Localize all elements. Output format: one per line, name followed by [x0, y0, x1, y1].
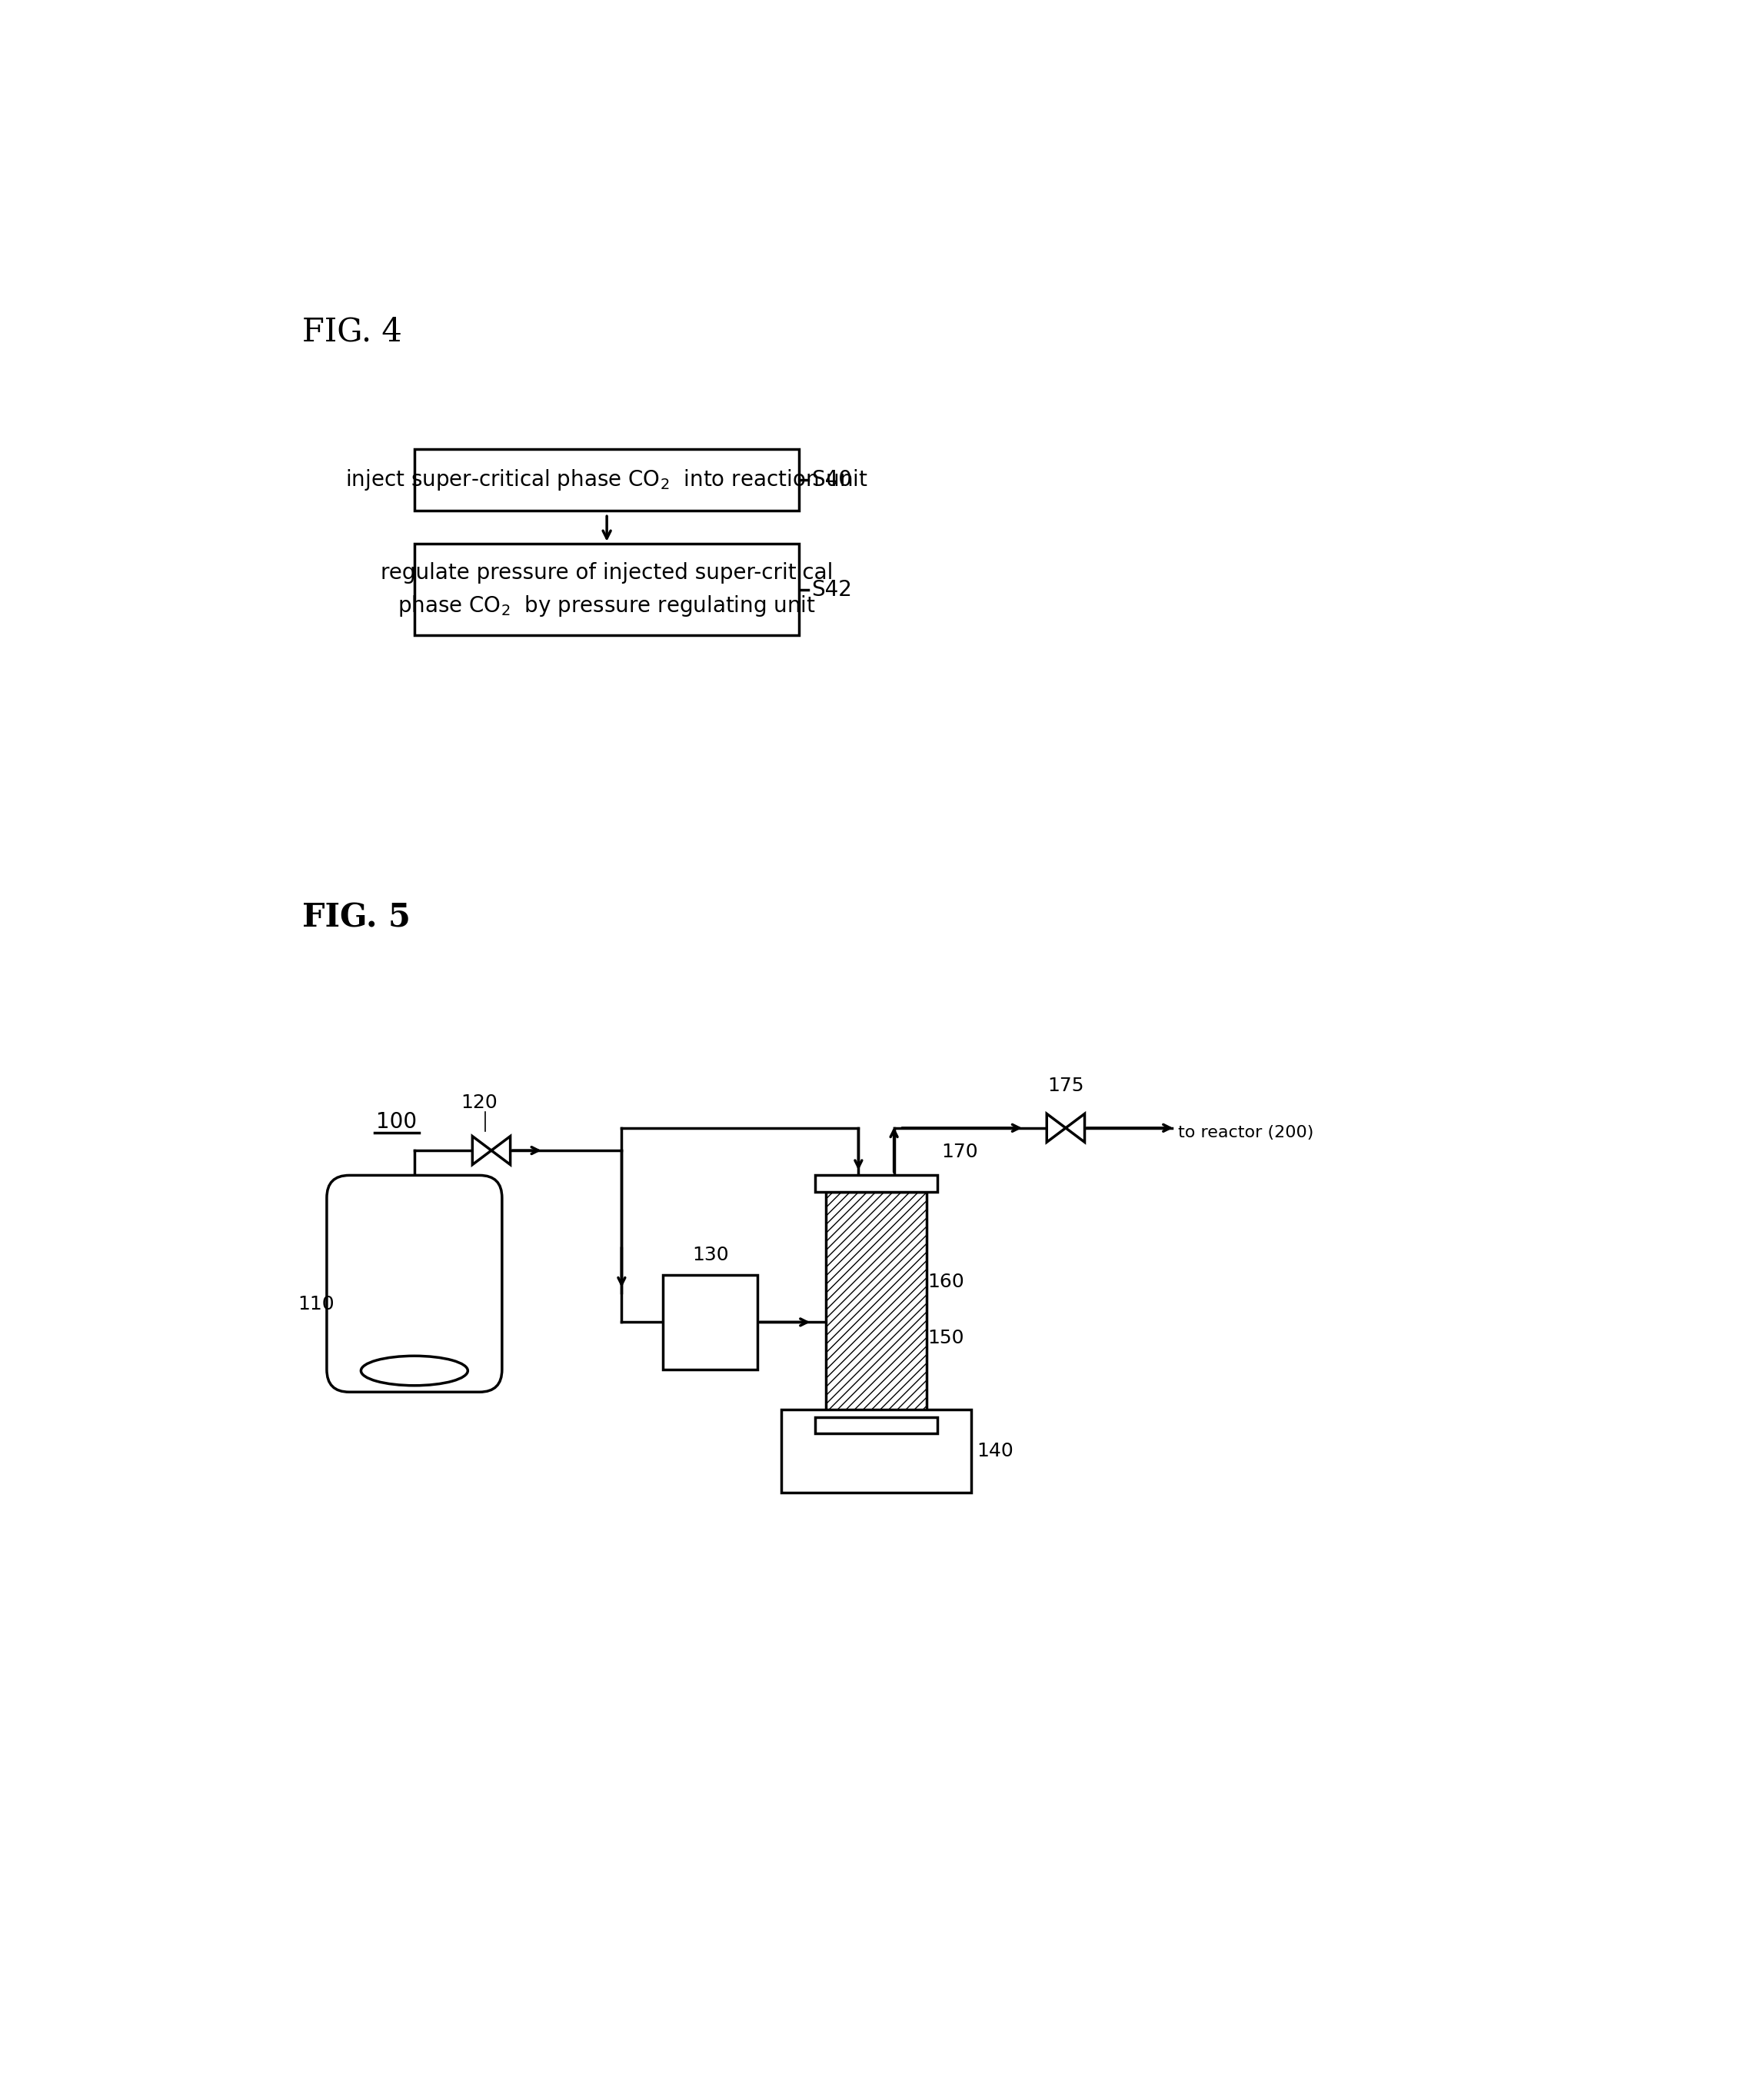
Text: FIG. 5: FIG. 5 [302, 902, 411, 935]
Polygon shape [1046, 1114, 1065, 1142]
Text: FIG. 4: FIG. 4 [302, 315, 402, 349]
Text: S40: S40 [811, 470, 852, 490]
Bar [781, 1411, 970, 1492]
Bar [815, 1175, 937, 1192]
Text: 175: 175 [1048, 1077, 1083, 1096]
Text: 160: 160 [928, 1273, 965, 1292]
Text: 120: 120 [460, 1094, 497, 1112]
Text: 140: 140 [977, 1442, 1014, 1461]
Text: 130: 130 [691, 1246, 729, 1265]
Text: 150: 150 [928, 1329, 965, 1348]
Text: inject super-critical phase CO$_2$  into reaction unit: inject super-critical phase CO$_2$ into … [346, 467, 868, 493]
Text: to reactor (200): to reactor (200) [1178, 1125, 1314, 1140]
Bar [815, 1417, 937, 1434]
Text: 145: 145 [928, 1415, 965, 1434]
Text: 110: 110 [298, 1296, 335, 1313]
Text: 100: 100 [376, 1110, 416, 1133]
Bar [826, 1192, 926, 1417]
FancyBboxPatch shape [326, 1175, 503, 1392]
Bar [663, 1275, 759, 1369]
FancyBboxPatch shape [415, 449, 799, 511]
Polygon shape [492, 1135, 510, 1165]
Text: S42: S42 [811, 578, 852, 601]
Text: phase CO$_2$  by pressure regulating unit: phase CO$_2$ by pressure regulating unit [397, 593, 817, 618]
Polygon shape [1065, 1114, 1085, 1142]
Text: regulate pressure of injected super-critical: regulate pressure of injected super-crit… [381, 561, 833, 584]
Polygon shape [473, 1135, 492, 1165]
Text: 170: 170 [942, 1142, 977, 1160]
FancyBboxPatch shape [415, 543, 799, 634]
Ellipse shape [362, 1357, 467, 1386]
